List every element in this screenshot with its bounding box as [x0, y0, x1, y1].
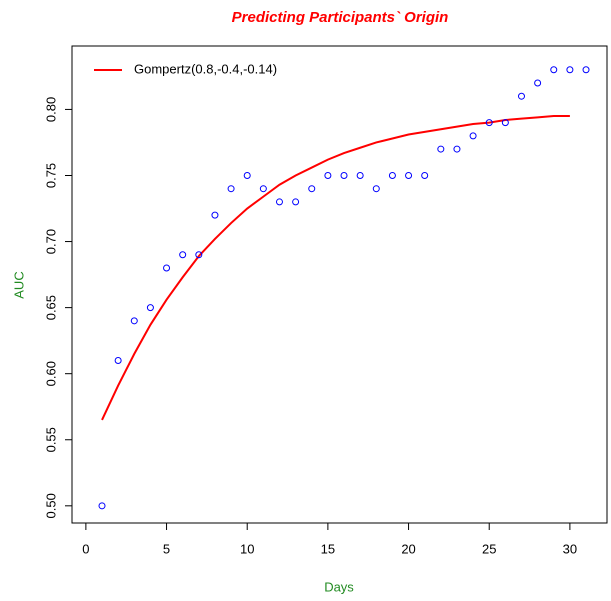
point: [421, 171, 429, 179]
point: [469, 132, 477, 140]
point: [501, 119, 509, 127]
y-axis-label: AUC: [11, 271, 26, 298]
x-tick-label: 30: [563, 541, 577, 556]
y-tick-label: 0.70: [43, 229, 58, 254]
point: [163, 264, 171, 272]
point: [534, 79, 542, 87]
point: [292, 198, 300, 206]
point: [179, 251, 187, 259]
point: [324, 171, 332, 179]
point: [405, 171, 413, 179]
point: [437, 145, 445, 153]
x-tick-label: 0: [82, 541, 89, 556]
x-tick-label: 20: [401, 541, 415, 556]
point: [550, 66, 558, 74]
plot-frame: [71, 45, 608, 524]
point: [517, 92, 525, 100]
point: [372, 185, 380, 193]
point: [340, 171, 348, 179]
point: [388, 171, 396, 179]
point: [243, 171, 251, 179]
point: [566, 66, 574, 74]
y-tick-label: 0.80: [43, 97, 58, 122]
y-tick-label: 0.55: [43, 427, 58, 452]
legend-label: Gompertz(0.8,-0.4,-0.14): [134, 61, 277, 76]
point: [582, 66, 590, 74]
x-tick-label: 10: [240, 541, 254, 556]
point: [485, 119, 493, 127]
fit-line: [101, 115, 570, 421]
y-tick-label: 0.65: [43, 295, 58, 320]
point: [114, 356, 122, 364]
x-axis-label: Days: [324, 579, 354, 594]
point: [195, 251, 203, 259]
y-tick-label: 0.75: [43, 163, 58, 188]
point: [259, 185, 267, 193]
point: [356, 171, 364, 179]
point: [308, 185, 316, 193]
point: [275, 198, 283, 206]
chart-title: Predicting Participants` Origin: [232, 9, 449, 26]
x-tick-label: 5: [163, 541, 170, 556]
y-tick-label: 0.50: [43, 493, 58, 518]
point: [211, 211, 219, 219]
point: [146, 304, 154, 312]
x-tick-label: 25: [482, 541, 496, 556]
x-tick-label: 15: [321, 541, 335, 556]
point: [98, 502, 106, 510]
y-tick-label: 0.60: [43, 361, 58, 386]
point: [130, 317, 138, 325]
point: [453, 145, 461, 153]
point: [227, 185, 235, 193]
